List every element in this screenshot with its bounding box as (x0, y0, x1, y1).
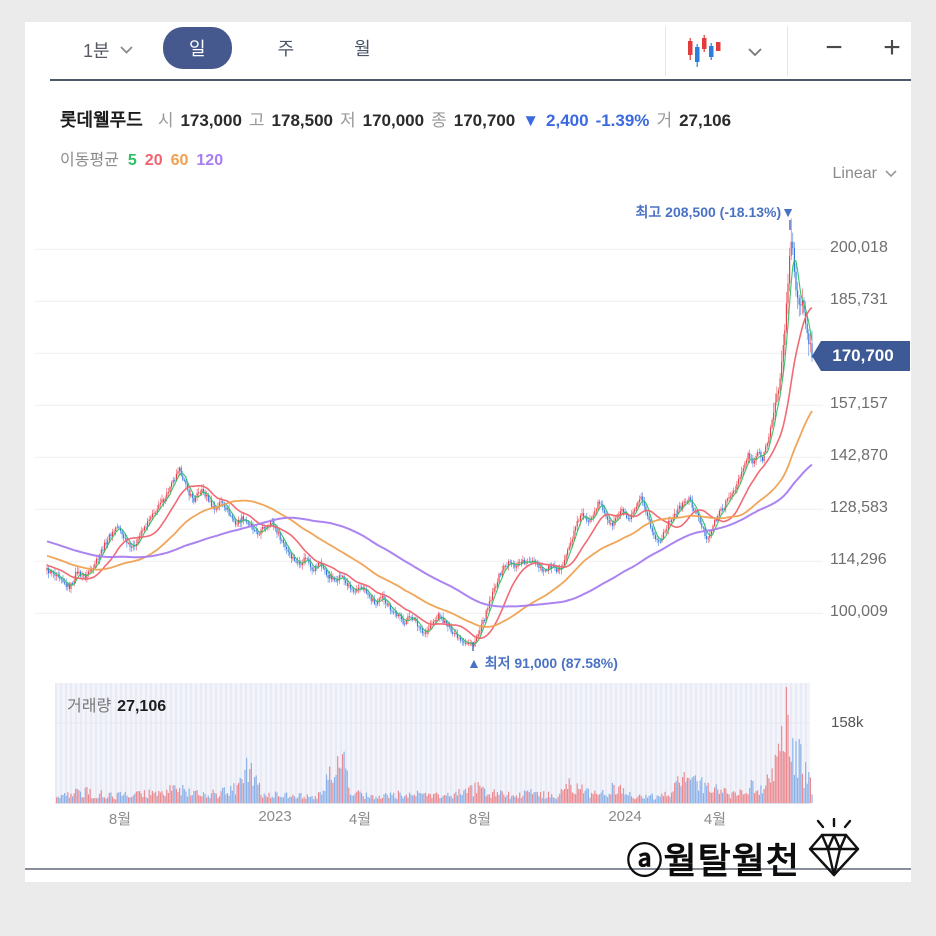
price-chart[interactable] (25, 22, 911, 882)
volume-panel-label: 거래량 27,106 (67, 692, 166, 716)
y-axis-label: 142,870 (830, 447, 888, 465)
ma-period-120: 120 (196, 152, 224, 169)
bottom-frame-line (25, 868, 911, 870)
y-axis-label: 185,731 (830, 291, 888, 309)
watermark-text: ⓐ월탈월천 (626, 840, 800, 881)
volume-title: 거래량 (67, 698, 112, 715)
open-label: 시 (157, 111, 174, 130)
x-axis-label: 4월 (348, 811, 372, 828)
change-arrow-icon: ▼ (522, 111, 540, 130)
close-label: 종 (431, 111, 447, 130)
x-axis-label: 2023 (258, 808, 292, 825)
chart-type-dropdown[interactable] (748, 44, 762, 62)
y-axis-label: 200,018 (830, 239, 888, 257)
y-axis-label: 157,157 (830, 395, 888, 413)
interval-label: 1분 (83, 41, 110, 61)
toolbar: 1분 일 주 월 − + (25, 22, 911, 81)
open-value: 173,000 (180, 111, 242, 130)
high-annotation: 최고 208,500 (-18.13%)▼ (635, 204, 795, 220)
y-axis-label: 114,296 (830, 551, 887, 569)
scale-selector[interactable]: Linear (833, 165, 897, 183)
zoom-out-button[interactable]: − (825, 31, 843, 64)
ma-period-60: 60 (170, 152, 189, 169)
ma-periods: 5 20 60 120 (128, 152, 231, 170)
tab-week[interactable]: 주 (277, 39, 295, 59)
chevron-down-icon (885, 170, 897, 178)
chart-type-button[interactable] (685, 34, 725, 73)
stock-name: 롯데웰푸드 (60, 110, 143, 130)
ma-period-5: 5 (127, 152, 137, 169)
interval-dropdown[interactable]: 1분 (83, 37, 133, 63)
toolbar-divider-1 (665, 26, 666, 76)
volume-axis-label: 158k (831, 714, 864, 731)
volume-amount: 27,106 (117, 698, 167, 715)
high-value: 178,500 (271, 111, 333, 130)
ma-label: 이동평균 (60, 152, 119, 169)
change-value: 2,400 (546, 111, 589, 130)
candlestick-icon (688, 35, 721, 67)
diamond-icon (803, 817, 865, 885)
y-axis-label: 128,583 (830, 499, 888, 517)
x-axis-label: 8월 (468, 811, 492, 828)
low-value: 170,000 (362, 111, 425, 130)
ma-period-20: 20 (144, 152, 163, 169)
low-annotation: ▲ 최저 91,000 (87.58%) (467, 655, 618, 671)
stock-info-row: 롯데웰푸드 시 173,000 고 178,500 저 170,000 종 170,70… (60, 106, 731, 132)
moving-average-legend: 이동평균 5 20 60 120 (60, 146, 231, 170)
y-axis-label: 100,009 (830, 603, 888, 621)
zoom-in-button[interactable]: + (883, 31, 901, 64)
current-price-badge: 170,700 (812, 341, 910, 371)
chevron-down-icon (748, 48, 762, 57)
x-axis-label: 4월 (703, 811, 727, 828)
volume-value: 27,106 (679, 111, 732, 130)
change-percent: -1.39% (595, 111, 650, 130)
x-axis-label: 2024 (608, 808, 642, 825)
toolbar-bottom-border (50, 79, 911, 81)
x-axis-label: 8월 (108, 811, 132, 828)
scale-label: Linear (832, 165, 877, 182)
toolbar-divider-2 (787, 26, 788, 76)
low-label: 저 (340, 111, 356, 130)
tab-day[interactable]: 일 (163, 27, 232, 69)
chevron-down-icon (119, 46, 133, 54)
high-label: 고 (248, 111, 265, 130)
tab-month[interactable]: 월 (354, 39, 371, 59)
close-value: 170,700 (453, 111, 516, 130)
volume-label: 거 (656, 111, 673, 130)
chart-app-card: 1분 일 주 월 − + (25, 22, 911, 882)
